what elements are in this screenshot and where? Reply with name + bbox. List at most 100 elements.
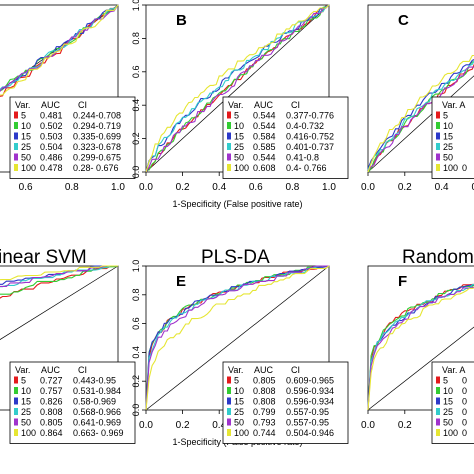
panel-A-legend-auc: 0.502: [40, 121, 63, 131]
panel-B-legend-box: [222, 96, 349, 179]
panel-F-roc-curve-var-100: [367, 287, 474, 410]
panel-A-legend-header-var: Var.: [15, 100, 30, 110]
panel-D-legend-header-auc: AUC: [41, 365, 61, 375]
panel-E-legend-var: 25: [234, 407, 244, 417]
panel-D-legend-swatch-var-15: [14, 397, 18, 405]
panel-B-legend-var: 25: [234, 142, 244, 152]
panel-A-legend-var: 100: [21, 163, 36, 173]
panel-D-legend-ci: 0.663- 0.969: [73, 428, 124, 438]
panel-A-legend-ci: 0.244-0.708: [73, 111, 121, 121]
panel-E-legend-ci: 0.596-0.934: [286, 386, 334, 396]
panel-A-frame: [0, 4, 119, 173]
panel-E-x-tick-label: 0.4: [212, 420, 226, 431]
panel-F-roc-curve-var-50: [367, 286, 474, 409]
panel-A-legend-var: 10: [21, 121, 31, 131]
method-title-plsda: PLS-DA: [201, 247, 270, 268]
panel-B-legend-swatch-var-50: [227, 153, 231, 161]
panel-A-legend-swatch-var-100: [14, 164, 18, 171]
panel-C-legend-swatch-var-10: [436, 122, 440, 129]
panel-D-legend-ci: 0.641-0.969: [73, 418, 121, 428]
panel-D-roc-curve-var-100: [0, 265, 118, 281]
method-title-rf: Random F: [402, 247, 474, 268]
panel-C-roc-curve-var-5: [367, 63, 474, 173]
panel-D-roc-curve-var-10: [0, 265, 119, 295]
panel-E-legend-swatch-var-25: [227, 408, 231, 415]
panel-E-legend-var: 15: [234, 397, 244, 407]
panel-A-legend-auc: 0.504: [40, 142, 63, 152]
panel-B-y-tick-label: 0.0: [131, 166, 141, 179]
panel-D-legend-ci: 0.568-0.966: [73, 407, 121, 417]
panel-D-legend-var: 50: [21, 418, 31, 428]
panel-D-legend-ci: 0.531-0.984: [73, 386, 121, 396]
panel-E-y-tick-label: 0.0: [131, 404, 141, 417]
panel-A-legend-swatch-var-50: [14, 153, 18, 161]
panel-E-legend-header-var: Var.: [228, 365, 243, 375]
panel-D-legend-header-ci: CI: [78, 365, 87, 375]
panel-F-x-tick-label: 0.2: [398, 420, 412, 431]
panel-F-legend-swatch-var-25: [436, 408, 440, 415]
panel-C-x-tick-label: 0.2: [398, 182, 412, 193]
panel-E-legend-ci: 0.557-0.95: [286, 407, 329, 417]
panel-C-legend-auc: 0: [462, 163, 467, 173]
panel-B-legend-ci: 0.41-0.8: [286, 153, 319, 163]
panel-E-y-tick-label: 0.6: [131, 317, 141, 330]
panel-E-legend-box: [222, 361, 349, 444]
panel-E-legend-var: 10: [234, 386, 244, 396]
panel-F-legend-var: 50: [443, 418, 453, 428]
panel-B-legend-auc: 0.544: [253, 153, 276, 163]
panel-C-legend-var: 100: [443, 163, 458, 173]
panel-D-legend-var: 25: [21, 407, 31, 417]
panel-F-x-tick-label: 0.0: [361, 420, 375, 431]
panel-B-roc-curve-var-50: [145, 4, 330, 173]
method-title-svm: inear SVM: [0, 247, 87, 268]
panel-E-legend-ci: 0.557-0.95: [286, 418, 329, 428]
panel-C-legend-swatch-var-50: [436, 153, 440, 161]
panel-F-legend-auc: 0: [462, 407, 467, 417]
panel-A-legend-header-ci: CI: [78, 100, 87, 110]
panel-E-legend-swatch-var-5: [227, 376, 231, 384]
panel-B-legend-swatch-var-100: [227, 164, 231, 171]
panel-E-legend-auc: 0.744: [253, 428, 276, 438]
panel-C-legend-var: 10: [443, 121, 453, 131]
panel-F-legend-auc: 0: [462, 376, 467, 386]
panel-C-legend-swatch-var-25: [436, 143, 440, 150]
panel-C-x-tick-label: 0.4: [435, 182, 449, 193]
panel-E-legend-auc: 0.805: [253, 376, 276, 386]
panel-B-diagonal: [145, 4, 330, 173]
panel-D-legend-auc: 0.805: [40, 418, 63, 428]
panel-B-roc-curve-var-25: [145, 4, 330, 173]
panel-E-diagonal: [145, 265, 330, 411]
panel-B-legend-swatch-var-25: [227, 143, 231, 150]
panel-C-legend-var: 50: [443, 153, 453, 163]
panel-A-legend-ci: 0.294-0.719: [73, 121, 121, 131]
panel-D-frame: [0, 265, 119, 411]
panel-F-legend-auc: 0: [462, 386, 467, 396]
panel-E-legend-auc: 0.808: [253, 386, 276, 396]
panel-E-legend-swatch-var-100: [227, 429, 231, 436]
panel-A-legend-swatch-var-15: [14, 132, 18, 140]
panel-C-roc-curve-var-50: [367, 66, 474, 172]
panel-A-legend-swatch-var-10: [14, 122, 18, 129]
panel-B-y-tick-label: 0.4: [131, 99, 141, 112]
panel-D-legend-auc: 0.727: [40, 376, 63, 386]
panel-D-legend-swatch-var-10: [14, 387, 18, 394]
panel-B-x-tick-label: 0.2: [176, 182, 190, 193]
panel-F-legend-header: Var. A: [442, 365, 465, 375]
panel-E-legend-header-ci: CI: [291, 365, 300, 375]
panel-F-legend-var: 15: [443, 397, 453, 407]
panel-D-legend-var: 10: [21, 386, 31, 396]
panel-F-legend-swatch-var-10: [436, 387, 440, 394]
panel-B-legend-auc: 0.584: [253, 132, 276, 142]
panel-B-legend-auc: 0.544: [253, 121, 276, 131]
panel-D-legend-swatch-var-5: [14, 376, 18, 384]
panel-F-legend-var: 10: [443, 386, 453, 396]
panel-A-legend-header-auc: AUC: [41, 100, 61, 110]
panel-F-diagonal: [367, 326, 474, 411]
panel-B-legend-swatch-var-5: [227, 111, 231, 119]
panel-E-y-tick-label: 0.2: [131, 375, 141, 388]
panel-B-legend-ci: 0.416-0.752: [286, 132, 334, 142]
panel-A-roc-curve-var-10: [0, 4, 119, 92]
panel-C-letter: C: [398, 12, 409, 29]
panel-E-legend-var: 100: [234, 428, 249, 438]
